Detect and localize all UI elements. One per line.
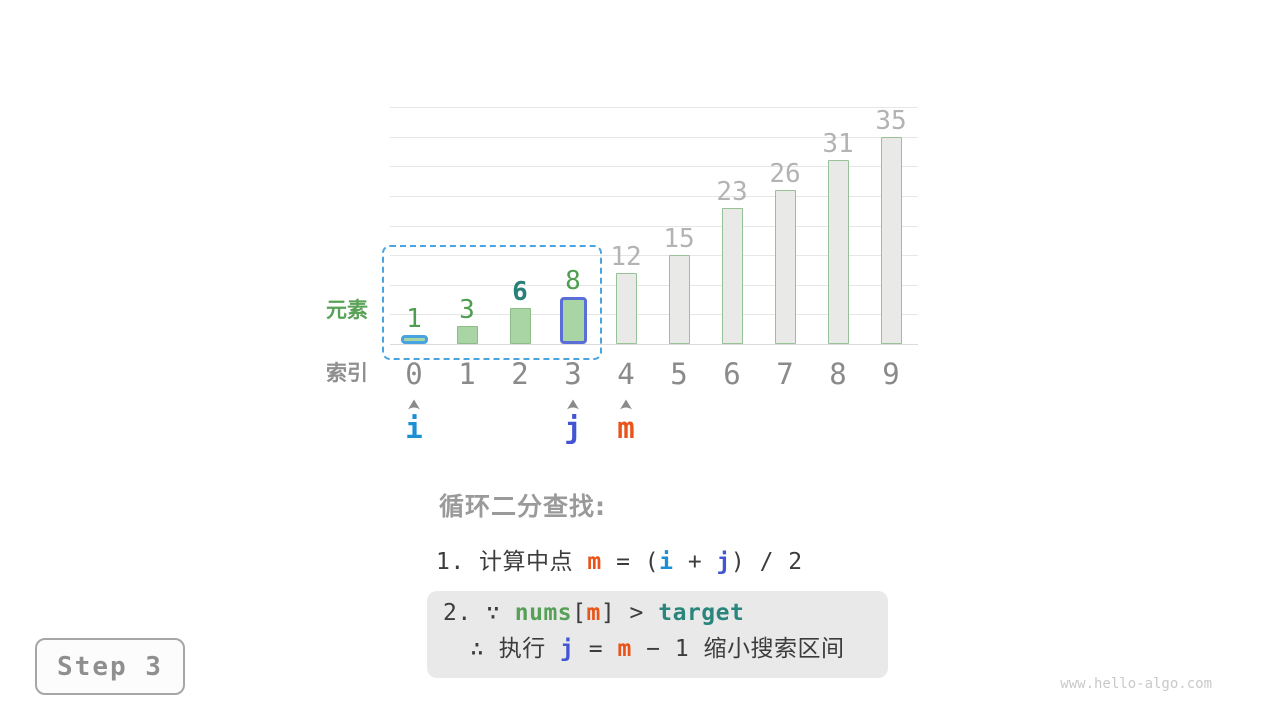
bar-index-4 (615, 272, 637, 344)
watermark: www.hello-algo.com (1060, 676, 1212, 692)
index-label-3: 3 (564, 357, 582, 391)
index-label-8: 8 (829, 357, 847, 391)
value-label-0: 1 (406, 304, 422, 334)
bar-index-7 (774, 190, 796, 344)
value-label-7: 26 (769, 159, 801, 190)
text-token: + (673, 549, 717, 575)
gridline (390, 107, 918, 109)
value-label-3: 8 (565, 265, 581, 296)
bar-index-8 (827, 160, 849, 344)
gridline (390, 136, 918, 138)
text-token: [ (572, 600, 587, 626)
pointer-i-label: i (405, 411, 423, 445)
gridline (390, 196, 918, 197)
text-token: 2. ∵ (443, 600, 515, 626)
step1-formula-line: 1. 计算中点 m = (i + j) / 2 (436, 548, 803, 576)
gridline (390, 225, 918, 227)
text-token: i (659, 549, 674, 575)
bar-index-0 (400, 335, 428, 344)
value-label-2: 6 (512, 277, 528, 308)
caret-up-icon-j (565, 396, 581, 415)
value-label-1: 3 (459, 295, 475, 326)
text-token: ] > (600, 600, 659, 626)
index-label-0: 0 (405, 357, 423, 391)
value-label-9: 35 (875, 105, 907, 136)
index-axis-label: 索引 (326, 361, 368, 385)
bar-index-5 (668, 255, 690, 344)
bar-index-9 (880, 136, 902, 344)
text-token: = (574, 636, 618, 662)
gridline (390, 314, 918, 316)
value-label-6: 23 (716, 176, 748, 207)
text-token: nums (514, 600, 573, 626)
value-label-5: 15 (663, 224, 695, 255)
gridline (390, 166, 918, 168)
caret-up-icon-m (618, 396, 634, 415)
pointer-j-label: j (564, 411, 582, 445)
text-token: target (658, 600, 745, 626)
value-label-4: 12 (610, 241, 642, 272)
caret-up-icon-i (406, 396, 422, 415)
step2-action-line: ∴ 执行 j = m − 1 缩小搜索区间 (470, 635, 888, 663)
step-badge-label: Step 3 (57, 651, 163, 682)
text-token: 1. 计算中点 (436, 549, 588, 575)
text-token: j (560, 636, 575, 662)
step-badge: Step 3 (35, 638, 185, 695)
index-label-4: 4 (617, 357, 635, 391)
gridline (390, 255, 918, 257)
text-token: m (586, 600, 601, 626)
text-token: ∴ 执行 (470, 636, 561, 662)
bar-index-1 (456, 326, 478, 344)
text-token: ) / 2 (730, 549, 803, 575)
bar-index-6 (721, 207, 743, 344)
text-token: − 1 缩小搜索区间 (631, 636, 845, 662)
pointer-m-label: m (617, 411, 635, 445)
bar-index-2 (509, 308, 531, 344)
gridline (390, 284, 918, 286)
index-label-6: 6 (723, 357, 741, 391)
index-label-5: 5 (670, 357, 688, 391)
text-token: j (716, 549, 731, 575)
text-token: = ( (601, 549, 660, 575)
index-label-2: 2 (511, 357, 529, 391)
index-label-9: 9 (882, 357, 900, 391)
index-label-1: 1 (458, 357, 476, 391)
step2-note-box: 2. ∵ nums[m] > target ∴ 执行 j = m − 1 缩小搜… (427, 591, 888, 678)
caption-heading: 循环二分查找: (439, 492, 606, 521)
element-axis-label: 元素 (326, 298, 368, 322)
x-axis-baseline (390, 344, 918, 345)
value-label-8: 31 (822, 129, 854, 160)
step2-condition-line: 2. ∵ nums[m] > target (443, 599, 888, 627)
text-token: m (617, 636, 632, 662)
bar-index-3 (559, 296, 587, 344)
text-token: m (587, 549, 602, 575)
index-label-7: 7 (776, 357, 794, 391)
search-range-box (382, 245, 602, 360)
